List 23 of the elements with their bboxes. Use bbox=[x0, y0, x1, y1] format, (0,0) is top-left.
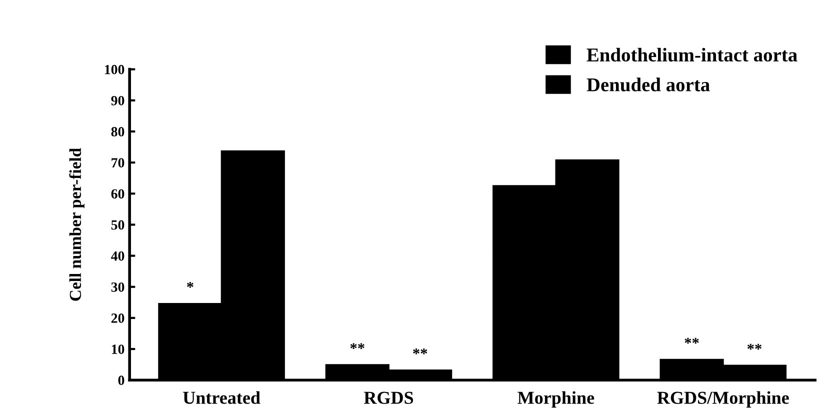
y-tick-label: 60 bbox=[111, 189, 124, 199]
legend-label: Denuded aorta bbox=[586, 78, 710, 92]
y-tick-label: 70 bbox=[112, 158, 124, 168]
data-label: ** bbox=[747, 344, 762, 350]
y-tick-label: 30 bbox=[111, 282, 124, 292]
y-tick-label: 50 bbox=[111, 220, 124, 230]
data-label: ** bbox=[350, 343, 364, 349]
legend-label: Endothelium-intact aorta bbox=[586, 48, 798, 62]
x-tick-label: RGDS bbox=[364, 392, 414, 404]
data-label: ** bbox=[413, 348, 428, 354]
data-label: ** bbox=[684, 338, 699, 344]
x-tick-label: Untreated bbox=[183, 391, 260, 404]
y-axis-title: Cell number per-field bbox=[69, 148, 84, 301]
y-tick-label: 100 bbox=[105, 64, 124, 74]
x-tick-label: Morphine bbox=[518, 391, 594, 408]
y-tick-label: 0 bbox=[118, 376, 124, 386]
y-tick-label: 90 bbox=[111, 96, 124, 106]
y-tick-label: 10 bbox=[112, 344, 124, 354]
y-tick-label: 40 bbox=[111, 251, 124, 261]
y-tick-label: 80 bbox=[111, 127, 124, 136]
x-tick-label: RGDS/Morphine bbox=[657, 391, 789, 408]
data-label: * bbox=[187, 282, 194, 288]
y-tick-label: 20 bbox=[111, 314, 124, 323]
